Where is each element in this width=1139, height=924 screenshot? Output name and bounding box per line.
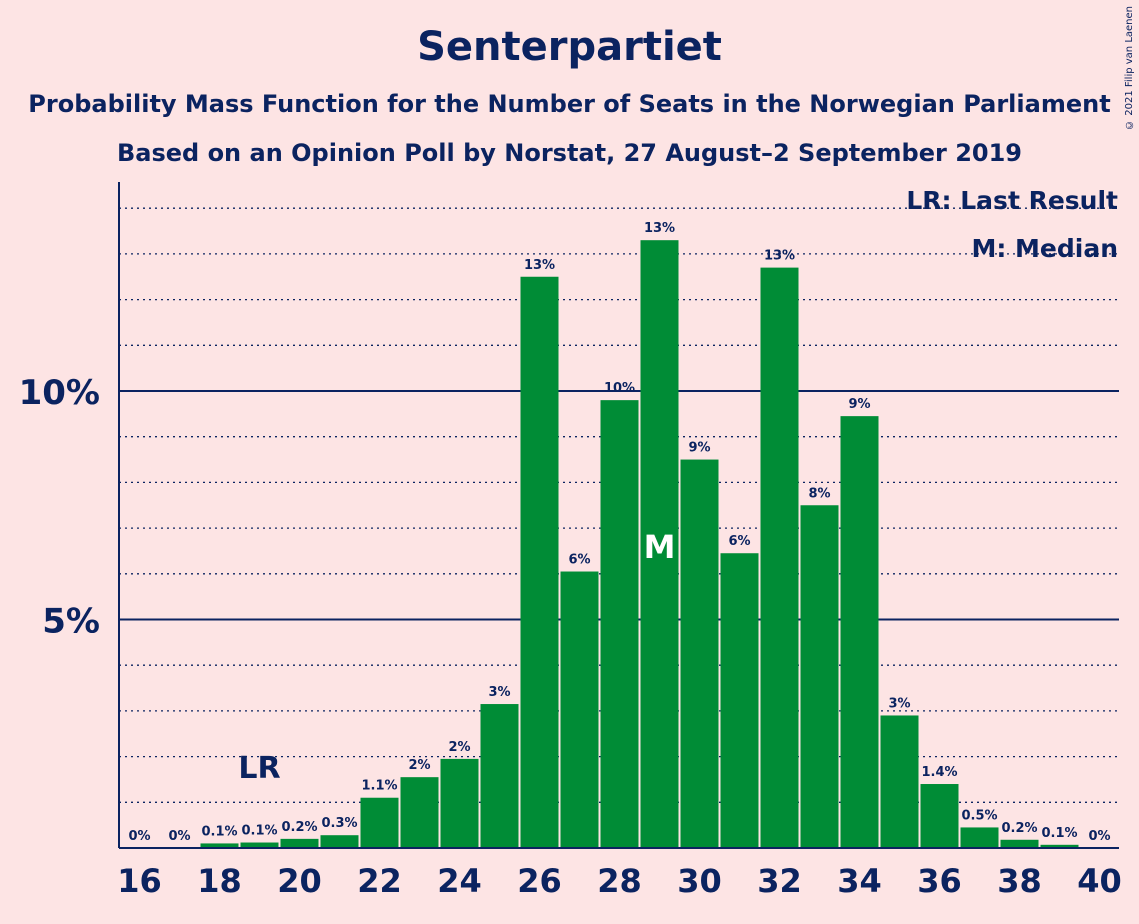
x-tick-label: 40 (1077, 862, 1122, 900)
median-marker: M (644, 528, 676, 566)
x-tick-label: 24 (437, 862, 482, 900)
x-tick-label: 22 (357, 862, 402, 900)
bar-seat-39 (1040, 844, 1079, 848)
chart-title: Senterpartiet (417, 24, 722, 70)
bar-seat-20 (280, 838, 319, 848)
bar-seat-28 (600, 400, 639, 848)
x-tick-label: 18 (197, 862, 242, 900)
bars (200, 240, 1079, 848)
bar-label-seat-21: 0.3% (321, 816, 357, 831)
bar-seat-24 (440, 758, 479, 848)
bar-seat-25 (480, 704, 519, 848)
bar-seat-30 (680, 459, 719, 848)
bar-seat-22 (360, 797, 399, 848)
x-tick-label: 28 (597, 862, 642, 900)
bar-label-seat-32: 13% (764, 249, 795, 264)
bar-seat-32 (760, 267, 799, 848)
markers: LR M (238, 528, 675, 786)
bar-seat-19 (240, 842, 279, 848)
bar-label-seat-37: 0.5% (961, 808, 997, 823)
x-tick-label: 16 (117, 862, 162, 900)
x-tick-label: 26 (517, 862, 562, 900)
bar-label-seat-20: 0.2% (281, 820, 317, 835)
y-tick-label: 10% (19, 373, 100, 413)
x-tick-label: 36 (917, 862, 962, 900)
bar-seat-21 (320, 835, 359, 848)
bar-seat-34 (840, 416, 879, 848)
bar-label-seat-16: 0% (128, 829, 150, 844)
bar-label-seat-38: 0.2% (1001, 821, 1037, 836)
bar-value-labels: 0% 0% 0.1% 0.1% 0.2% 0.3% 1.1% 2% 2% 3% 13% 6% 10% 13… (128, 221, 1110, 844)
legend-median: M: Median (971, 234, 1118, 263)
bar-label-seat-34: 9% (848, 397, 870, 412)
bar-label-seat-19: 0.1% (241, 824, 277, 839)
x-tick-label: 32 (757, 862, 802, 900)
bar-seat-27 (560, 571, 599, 848)
tick-labels: 16 18 20 22 24 26 28 30 32 34 36 38 40 5% 10% (19, 373, 1122, 900)
x-tick-label: 20 (277, 862, 322, 900)
bar-label-seat-36: 1.4% (921, 765, 957, 780)
bar-label-seat-26: 13% (524, 258, 555, 273)
bar-label-seat-25: 3% (488, 685, 510, 700)
bar-label-seat-22: 1.1% (361, 779, 397, 794)
bar-seat-36 (920, 784, 959, 848)
bar-label-seat-35: 3% (888, 696, 910, 711)
chart-subtitle-2: Based on an Opinion Poll by Norstat, 27 … (116, 139, 1022, 167)
y-tick-label: 5% (42, 602, 100, 642)
bar-seat-33 (800, 505, 839, 848)
bar-seat-31 (720, 553, 759, 848)
bar-label-seat-28: 10% (604, 381, 635, 396)
bar-label-seat-39: 0.1% (1041, 826, 1077, 841)
chart-subtitle-1: Probability Mass Function for the Number… (28, 90, 1111, 118)
bar-label-seat-23: 2% (408, 758, 430, 773)
x-tick-label: 38 (997, 862, 1042, 900)
bar-seat-29 (640, 240, 679, 848)
bar-label-seat-40: 0% (1088, 829, 1110, 844)
axes (118, 182, 1119, 849)
bar-label-seat-30: 9% (688, 441, 710, 456)
bar-seat-38 (1000, 839, 1039, 848)
bar-label-seat-33: 8% (808, 486, 830, 501)
bar-label-seat-29: 13% (644, 221, 675, 236)
bar-label-seat-27: 6% (568, 553, 590, 568)
bar-seat-26 (520, 276, 559, 848)
bar-seat-18 (200, 843, 239, 848)
bar-label-seat-24: 2% (448, 740, 470, 755)
last-result-marker: LR (238, 751, 280, 786)
bar-label-seat-31: 6% (728, 534, 750, 549)
bar-label-seat-17: 0% (168, 829, 190, 844)
legend-last-result: LR: Last Result (906, 186, 1118, 215)
bar-seat-37 (960, 827, 999, 848)
bar-seat-35 (880, 715, 919, 848)
bar-label-seat-18: 0.1% (201, 824, 237, 839)
bar-seat-23 (400, 777, 439, 848)
x-tick-label: 34 (837, 862, 882, 900)
x-tick-label: 30 (677, 862, 722, 900)
